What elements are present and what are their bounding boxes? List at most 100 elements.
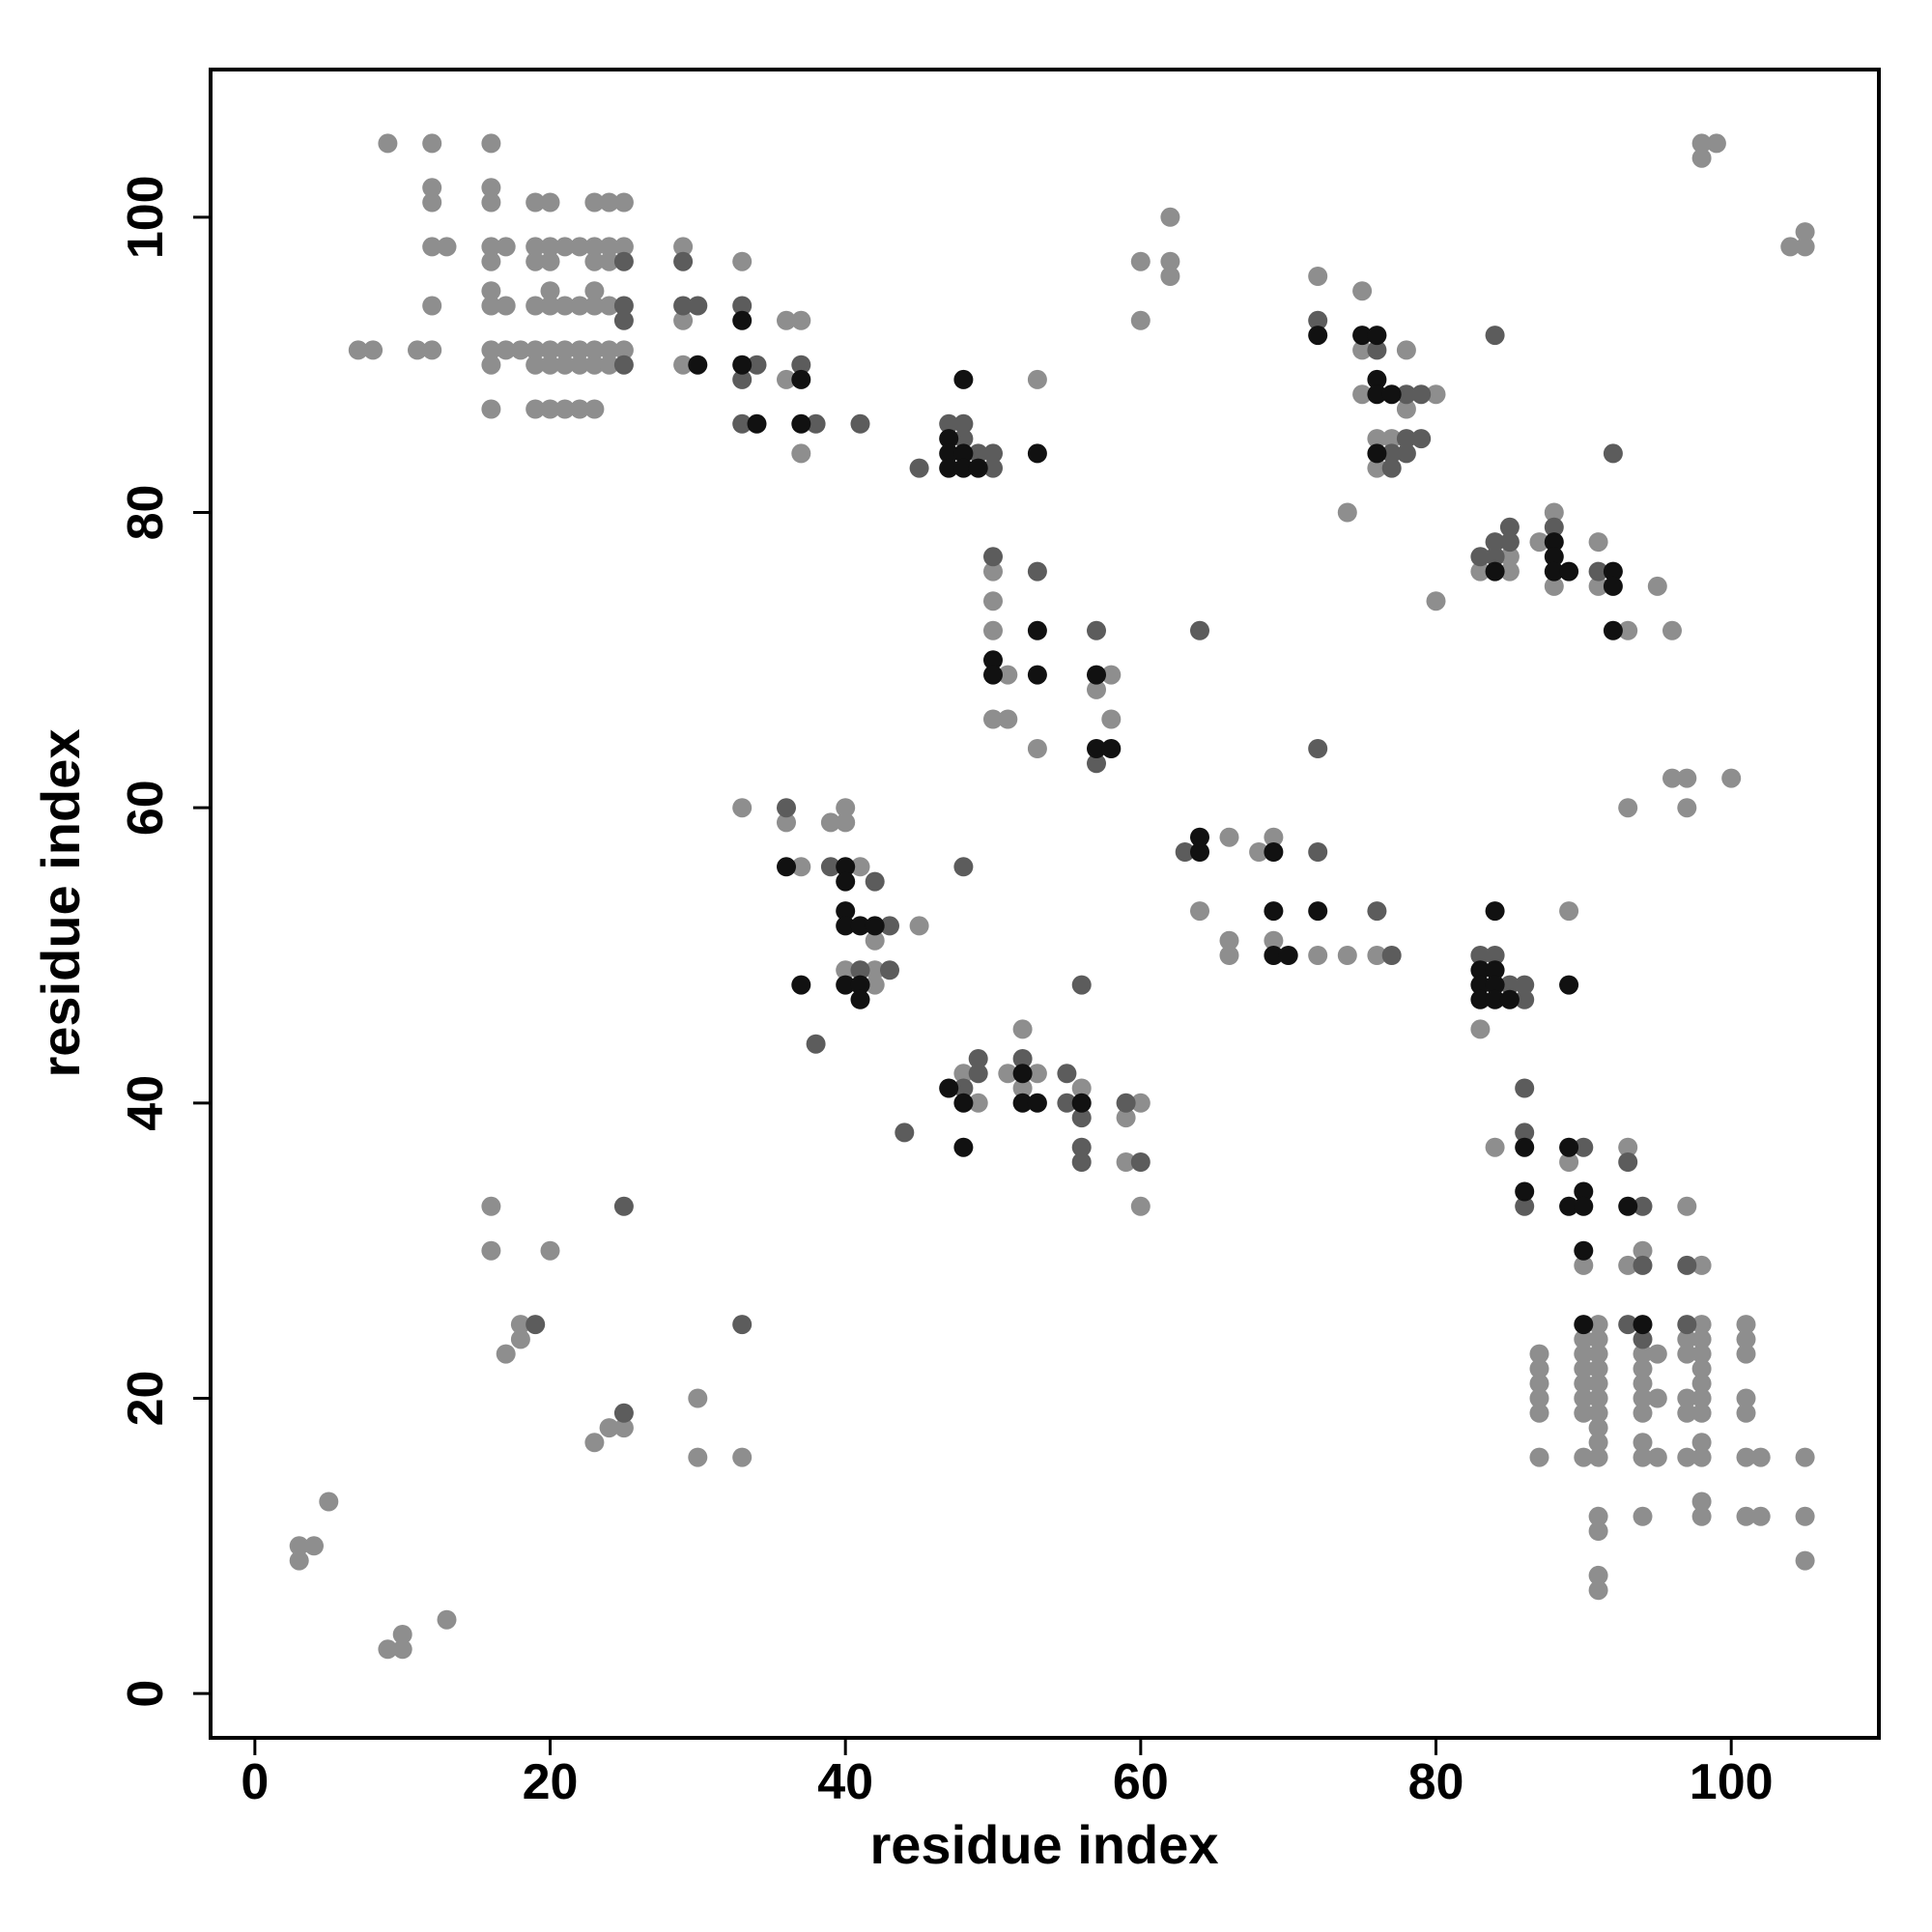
contact-point bbox=[732, 251, 753, 271]
points-layer bbox=[289, 133, 1815, 1660]
contact-point bbox=[481, 281, 501, 301]
contact-point bbox=[1618, 1196, 1638, 1216]
contact-point bbox=[1544, 532, 1564, 553]
contact-point bbox=[850, 989, 870, 1009]
contact-point bbox=[1603, 576, 1623, 596]
x-tick-label: 40 bbox=[817, 1754, 873, 1810]
contact-point bbox=[437, 237, 457, 257]
contact-point bbox=[1515, 1181, 1535, 1202]
contact-point bbox=[526, 1315, 546, 1335]
contact-point bbox=[865, 916, 885, 936]
contact-point bbox=[1677, 1344, 1697, 1364]
contact-point bbox=[968, 443, 988, 464]
contact-point bbox=[1574, 1196, 1594, 1216]
contact-point bbox=[437, 1609, 457, 1630]
contact-point bbox=[1677, 1255, 1697, 1275]
contact-point bbox=[673, 237, 694, 257]
contact-point bbox=[481, 1196, 501, 1216]
contact-point bbox=[1352, 340, 1373, 360]
contact-point bbox=[1529, 1344, 1549, 1364]
contact-point bbox=[1691, 148, 1712, 168]
contact-point bbox=[1633, 1358, 1653, 1378]
contact-point bbox=[791, 975, 811, 995]
contact-point bbox=[584, 192, 605, 213]
contact-point bbox=[1116, 1093, 1136, 1113]
contact-point bbox=[613, 251, 634, 271]
contact-point bbox=[584, 355, 605, 375]
contact-point bbox=[510, 1329, 530, 1350]
contact-point bbox=[1027, 665, 1047, 685]
contact-point bbox=[1175, 842, 1195, 862]
contact-point bbox=[540, 251, 560, 271]
contact-point bbox=[1662, 768, 1682, 788]
contact-point bbox=[880, 916, 899, 936]
contact-point bbox=[895, 1122, 915, 1143]
contact-point bbox=[1470, 946, 1491, 965]
contact-point bbox=[1633, 1329, 1653, 1350]
contact-point bbox=[422, 296, 442, 316]
contact-point bbox=[732, 369, 753, 389]
contact-point bbox=[1633, 1240, 1653, 1261]
contact-point bbox=[481, 192, 501, 213]
contact-point bbox=[1130, 1196, 1151, 1216]
contact-point bbox=[1544, 547, 1564, 567]
contact-point bbox=[1426, 591, 1446, 611]
contact-point bbox=[1337, 502, 1357, 523]
contact-point bbox=[1795, 237, 1815, 257]
contact-point bbox=[392, 1639, 412, 1660]
contact-point bbox=[613, 310, 634, 330]
contact-point bbox=[1101, 739, 1122, 758]
contact-point bbox=[953, 1137, 974, 1157]
contact-point bbox=[777, 857, 796, 877]
contact-point bbox=[850, 916, 870, 936]
contact-point bbox=[1677, 1196, 1697, 1216]
contact-point bbox=[1559, 901, 1579, 922]
contact-point bbox=[1515, 1078, 1535, 1098]
contact-point bbox=[1485, 946, 1505, 965]
contact-point bbox=[1706, 133, 1726, 154]
contact-point bbox=[865, 975, 885, 995]
contact-point bbox=[1633, 1403, 1653, 1423]
contact-point bbox=[983, 665, 1003, 685]
contact-point bbox=[865, 871, 885, 892]
contact-point bbox=[939, 1078, 959, 1098]
contact-point bbox=[939, 413, 959, 434]
contact-point bbox=[1603, 620, 1623, 640]
contact-point bbox=[1795, 1506, 1815, 1526]
contact-point bbox=[1588, 1506, 1608, 1526]
contact-point bbox=[836, 975, 856, 995]
contact-point bbox=[1588, 1344, 1608, 1364]
contact-point bbox=[777, 310, 796, 330]
contact-point bbox=[688, 296, 708, 316]
contact-point bbox=[836, 871, 856, 892]
contact-point bbox=[1367, 340, 1387, 360]
contact-point bbox=[613, 237, 634, 257]
contact-point bbox=[1588, 1447, 1608, 1467]
contact-point bbox=[1071, 1108, 1092, 1128]
contact-point bbox=[289, 1536, 309, 1556]
contact-point bbox=[584, 340, 605, 360]
contact-point bbox=[526, 296, 546, 316]
contact-point bbox=[688, 1388, 708, 1408]
contact-point bbox=[968, 1093, 988, 1113]
contact-point bbox=[1087, 620, 1106, 640]
contact-point bbox=[422, 178, 442, 198]
contact-point bbox=[526, 355, 546, 375]
contact-point bbox=[1367, 384, 1387, 405]
contact-point bbox=[1352, 326, 1373, 346]
contact-point bbox=[791, 443, 811, 464]
contact-point bbox=[998, 709, 1018, 729]
contact-point bbox=[1470, 975, 1491, 995]
contact-point bbox=[1691, 1388, 1712, 1408]
contact-point bbox=[1219, 827, 1239, 847]
contact-point bbox=[983, 561, 1003, 582]
contact-point bbox=[1559, 1137, 1579, 1157]
contact-point bbox=[540, 192, 560, 213]
contact-point bbox=[496, 1344, 516, 1364]
x-tick-label: 20 bbox=[523, 1754, 579, 1810]
contact-point bbox=[1087, 739, 1106, 758]
contact-point bbox=[1529, 1388, 1549, 1408]
contact-point bbox=[1559, 1196, 1579, 1216]
contact-point bbox=[570, 340, 590, 360]
